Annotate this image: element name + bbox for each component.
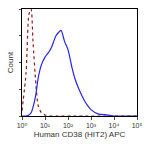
svg-text:10¹: 10¹ — [40, 122, 51, 129]
svg-text:10²: 10² — [63, 122, 74, 129]
svg-text:10⁵: 10⁵ — [132, 122, 143, 129]
svg-text:Count: Count — [6, 51, 15, 73]
svg-text:10³: 10³ — [86, 122, 97, 129]
svg-text:Human CD38 (HIT2) APC: Human CD38 (HIT2) APC — [34, 130, 126, 139]
svg-text:10⁴: 10⁴ — [109, 122, 120, 129]
svg-text:10⁰: 10⁰ — [17, 122, 28, 129]
